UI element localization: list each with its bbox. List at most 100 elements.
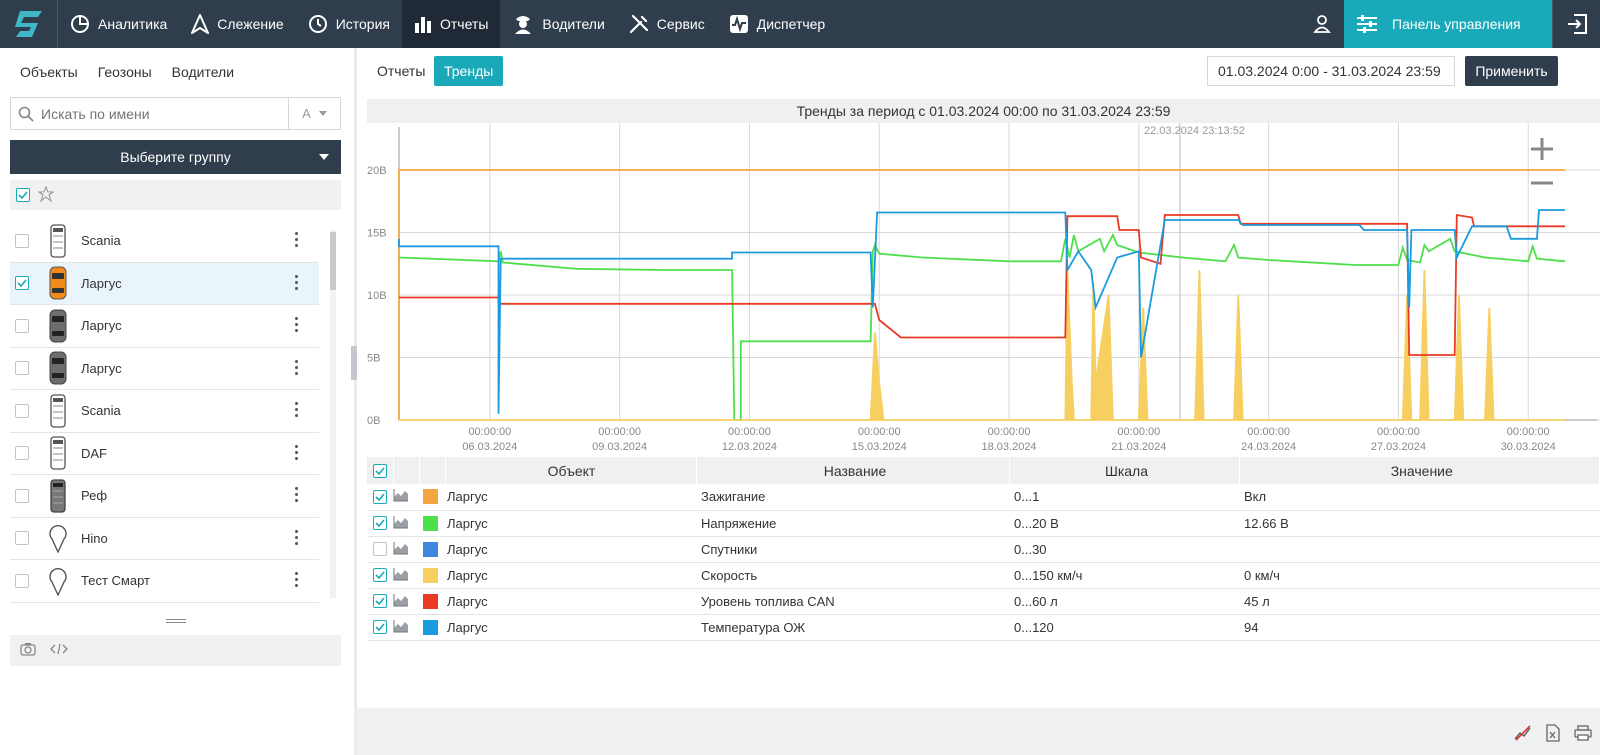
row-checkbox[interactable] — [373, 568, 387, 582]
nav-service[interactable]: Сервис — [617, 0, 717, 48]
search-input[interactable] — [41, 98, 288, 129]
area-chart-icon[interactable] — [393, 541, 409, 558]
cell-object: Ларгус — [445, 588, 696, 615]
vehicle-name: DAF — [81, 445, 107, 461]
list-item[interactable]: Scania — [10, 220, 319, 263]
series-color-swatch[interactable] — [423, 619, 438, 635]
code-icon[interactable] — [50, 643, 68, 658]
control-panel-button[interactable]: Панель управления — [1344, 0, 1552, 48]
vehicle-checkbox[interactable] — [15, 446, 29, 461]
column-header-name[interactable]: Название — [696, 457, 1010, 484]
group-select[interactable]: Выберите группу — [10, 140, 341, 174]
vehicle-checkbox[interactable] — [15, 531, 29, 546]
user-profile-button[interactable] — [1300, 0, 1344, 48]
list-item[interactable]: Ларгус — [10, 262, 319, 305]
nav-dispatcher[interactable]: Диспетчер — [717, 0, 837, 48]
row-checkbox[interactable] — [373, 620, 387, 634]
list-item[interactable]: DAF — [10, 433, 319, 475]
more-vertical-icon[interactable] — [295, 317, 299, 332]
list-item[interactable]: Ларгус — [10, 348, 319, 390]
x-tick-date: 12.03.2024 — [722, 441, 777, 453]
app-logo[interactable] — [0, 0, 58, 48]
more-vertical-icon[interactable] — [295, 402, 299, 417]
table-row[interactable]: Ларгус Спутники 0...30 — [367, 536, 1600, 563]
zoom-out-icon[interactable] — [1527, 168, 1557, 198]
table-row[interactable]: Ларгус Уровень топлива CAN 0...60 л 45 л — [367, 588, 1600, 615]
list-item[interactable]: Hino — [10, 518, 319, 560]
list-scrollbar[interactable] — [327, 220, 337, 608]
column-header-value[interactable]: Значение — [1239, 457, 1600, 484]
more-vertical-icon[interactable] — [295, 274, 299, 290]
area-chart-icon[interactable] — [393, 593, 409, 610]
nav-history[interactable]: История — [296, 0, 402, 48]
table-row[interactable]: Ларгус Напряжение 0...20 В 12.66 В — [367, 510, 1600, 537]
more-vertical-icon[interactable] — [295, 444, 299, 460]
area-chart-icon[interactable] — [393, 515, 409, 532]
series-color-swatch[interactable] — [423, 567, 438, 583]
vehicle-checkbox[interactable] — [15, 361, 29, 376]
table-row[interactable]: Ларгус Зажигание 0...1 Вкл — [367, 484, 1600, 511]
area-chart-icon[interactable] — [393, 489, 409, 505]
select-all-checkbox[interactable] — [16, 188, 30, 202]
list-item[interactable]: Реф — [10, 475, 319, 518]
trends-chart[interactable]: 0В 5В 10В 15В 20В 00:00:00 06.03.2024 00:00:00… — [367, 123, 1600, 458]
logout-button[interactable] — [1552, 0, 1600, 48]
tab-drivers[interactable]: Водители — [171, 64, 235, 80]
vehicle-checkbox[interactable] — [15, 573, 29, 588]
column-header-scale[interactable]: Шкала — [1009, 457, 1240, 484]
area-chart-icon[interactable] — [393, 619, 409, 636]
nav-drivers[interactable]: Водители — [500, 0, 616, 48]
vehicle-checkbox[interactable] — [15, 488, 29, 503]
more-vertical-icon[interactable] — [295, 487, 299, 502]
cell-object: Ларгус — [445, 614, 696, 641]
series-color-swatch[interactable] — [423, 515, 438, 531]
more-vertical-icon[interactable] — [295, 232, 299, 247]
row-checkbox[interactable] — [373, 516, 387, 530]
x-tick-time: 00:00:00 — [598, 426, 641, 438]
service-icon — [629, 14, 648, 34]
more-vertical-icon[interactable] — [295, 359, 299, 375]
hide-chart-icon[interactable] — [1514, 725, 1532, 744]
nav-reports[interactable]: Отчеты — [402, 0, 501, 48]
date-range-input[interactable]: 01.03.2024 0:00 - 31.03.2024 23:59 — [1207, 56, 1455, 86]
camera-icon[interactable] — [20, 642, 36, 659]
column-header-object[interactable]: Объект — [445, 457, 697, 484]
row-checkbox[interactable] — [373, 594, 387, 608]
nav-analytics[interactable]: Аналитика — [58, 0, 179, 48]
tab-geozones[interactable]: Геозоны — [97, 64, 152, 80]
header-checkbox-cell[interactable] — [367, 457, 394, 484]
row-checkbox[interactable] — [373, 542, 387, 556]
vehicle-checkbox[interactable] — [15, 403, 29, 418]
vehicle-name: Scania — [81, 233, 121, 249]
filter-icon[interactable] — [37, 185, 55, 205]
series-color-swatch[interactable] — [423, 541, 438, 557]
list-item[interactable]: Scania — [10, 390, 319, 433]
tab-reports[interactable]: Отчеты — [377, 63, 426, 79]
vehicle-checkbox[interactable] — [15, 276, 29, 291]
tab-objects[interactable]: Объекты — [20, 64, 78, 80]
vehicle-checkbox[interactable] — [15, 233, 29, 248]
series-color-swatch[interactable] — [423, 593, 438, 609]
vehicle-name: Hino — [81, 530, 108, 546]
cell-object: Ларгус — [445, 536, 696, 563]
nav-tracking[interactable]: Слежение — [179, 0, 295, 48]
cell-scale: 0...60 л — [1009, 588, 1239, 615]
sort-select[interactable]: А — [288, 98, 340, 129]
series-color-swatch[interactable] — [423, 489, 438, 505]
table-row[interactable]: Ларгус Температура ОЖ 0...120 94 — [367, 614, 1600, 641]
tab-trends[interactable]: Тренды — [434, 56, 504, 86]
list-item[interactable]: Тест Смарт — [10, 560, 319, 603]
list-item[interactable]: Ларгус — [10, 305, 319, 348]
zoom-in-icon[interactable] — [1527, 134, 1557, 164]
more-vertical-icon[interactable] — [295, 529, 299, 545]
row-checkbox[interactable] — [373, 489, 387, 504]
print-icon[interactable] — [1574, 725, 1592, 744]
excel-export-icon[interactable] — [1546, 724, 1560, 745]
vehicle-checkbox[interactable] — [15, 318, 29, 333]
apply-button[interactable]: Применить — [1465, 56, 1558, 86]
table-row[interactable]: Ларгус Скорость 0...150 км/ч 0 км/ч — [367, 562, 1600, 589]
more-vertical-icon[interactable] — [295, 572, 299, 587]
panel-resize-handle[interactable] — [0, 616, 354, 626]
area-chart-icon[interactable] — [393, 567, 409, 584]
cell-value: Вкл — [1239, 484, 1600, 511]
